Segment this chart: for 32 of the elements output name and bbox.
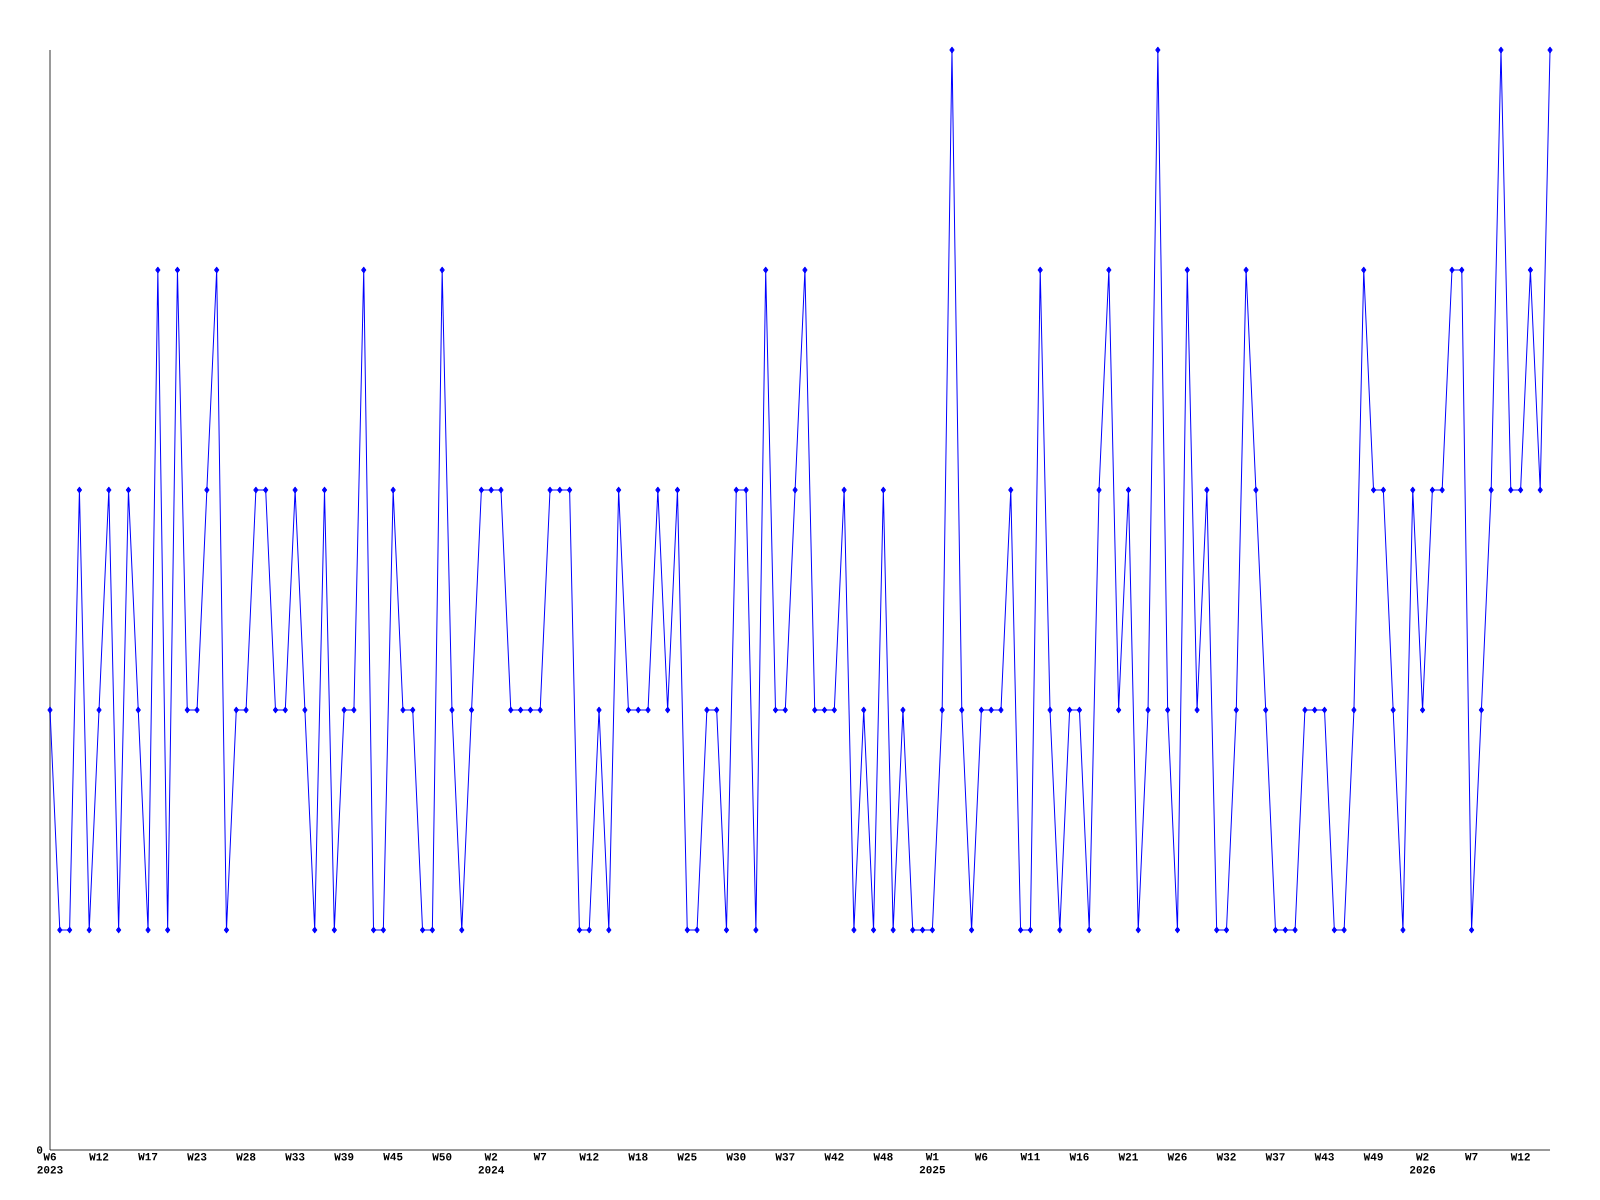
x-tick-label: W48	[873, 1153, 893, 1161]
x-tick-label: W1 2025	[919, 1153, 945, 1174]
x-tick-label: W39	[334, 1153, 354, 1161]
x-tick-label: W11	[1020, 1153, 1040, 1161]
x-tick-label: W2 2026	[1410, 1153, 1436, 1174]
x-tick-label: W25	[677, 1153, 697, 1161]
x-tick-label: W32	[1216, 1153, 1236, 1161]
x-tick-label: W26	[1167, 1153, 1187, 1161]
x-tick-label: W7	[533, 1153, 547, 1161]
x-tick-label: W12	[579, 1153, 599, 1161]
x-tick-label: W2 2024	[478, 1153, 505, 1174]
x-tick-label: W16	[1069, 1153, 1089, 1161]
x-tick-label: W18	[628, 1153, 648, 1161]
x-tick-label: W21	[1118, 1153, 1138, 1161]
x-tick-label: W17	[138, 1153, 158, 1161]
x-tick-label: W12	[89, 1153, 109, 1161]
x-tick-label: W6 2023	[37, 1153, 63, 1174]
x-tick-label: W42	[824, 1153, 844, 1161]
text: 0	[36, 1146, 43, 1154]
x-tick-label: W30	[726, 1153, 746, 1161]
x-tick-label: W6	[974, 1153, 988, 1161]
x-tick-label: W12	[1510, 1153, 1530, 1161]
x-tick-label: W23	[187, 1153, 207, 1161]
x-tick-label: W28	[236, 1153, 256, 1161]
x-tick-label: W7	[1464, 1153, 1478, 1161]
x-tick-label: W33	[285, 1153, 305, 1161]
x-tick-label: W50	[432, 1153, 452, 1161]
x-tick-label: W37	[775, 1153, 795, 1161]
x-tick-label: W43	[1314, 1153, 1334, 1161]
x-tick-label: W49	[1363, 1153, 1383, 1161]
x-tick-label: W37	[1265, 1153, 1285, 1161]
x-tick-label: W45	[383, 1153, 403, 1161]
